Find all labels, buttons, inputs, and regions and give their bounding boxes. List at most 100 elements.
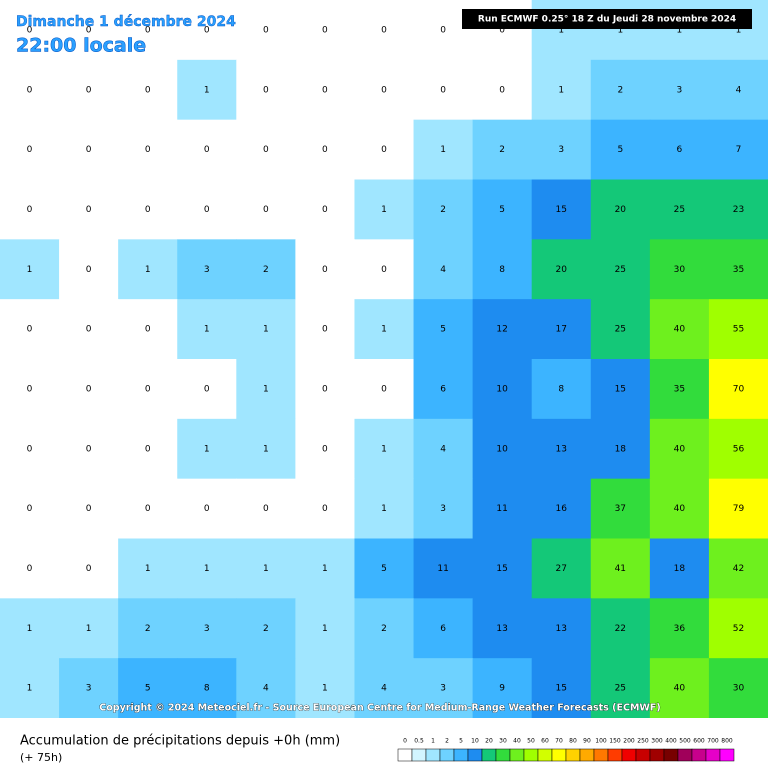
legend-swatch	[467, 748, 483, 762]
precip-value: 0	[27, 25, 33, 35]
precip-cell	[354, 478, 415, 539]
precip-value: 0	[322, 444, 328, 454]
precip-cell	[531, 179, 592, 240]
precip-cell	[177, 239, 237, 300]
precip-cell	[472, 658, 533, 719]
precip-value: 5	[440, 325, 446, 335]
precip-value: 11	[437, 564, 448, 574]
precip-cell	[177, 299, 237, 360]
precip-value: 6	[677, 145, 683, 155]
precip-value: 10	[496, 444, 508, 454]
precip-value: 2	[381, 624, 387, 634]
precip-cell	[0, 359, 60, 420]
legend-label: 400	[665, 738, 677, 745]
precip-cell	[177, 478, 237, 539]
legend-label: 500	[679, 738, 691, 745]
precip-cell	[413, 299, 474, 360]
precip-cell	[472, 299, 533, 360]
precip-value: 0	[204, 145, 210, 155]
precip-value: 0	[263, 504, 269, 514]
precip-cell	[236, 359, 296, 420]
precip-cell	[649, 359, 710, 420]
precip-value: 40	[674, 325, 686, 335]
precip-cell	[590, 179, 651, 240]
precip-cell	[354, 418, 415, 480]
precip-value: 7	[736, 145, 742, 155]
precip-value: 0	[322, 145, 328, 155]
precip-cell	[118, 0, 178, 61]
precip-cell	[649, 658, 710, 719]
precip-cell	[354, 299, 415, 360]
legend-label: 700	[707, 738, 719, 745]
precip-cell	[708, 478, 768, 539]
precip-cell	[590, 299, 651, 360]
precip-cell	[413, 119, 474, 180]
precip-value: 1	[381, 504, 387, 514]
precip-value: 4	[263, 684, 269, 694]
legend-swatch	[411, 748, 427, 762]
precip-cell	[413, 239, 474, 300]
precip-cell	[590, 538, 651, 599]
precip-value: 1	[204, 444, 210, 454]
precip-cell	[177, 119, 237, 180]
precip-value: 0	[145, 325, 151, 335]
precip-value: 0	[27, 564, 33, 574]
precip-value: 1	[204, 564, 210, 574]
precip-value: 1	[86, 624, 92, 634]
precip-cell	[295, 179, 355, 240]
precip-cell	[0, 418, 60, 480]
precip-cell	[295, 359, 355, 420]
legend-swatch	[481, 748, 497, 762]
precip-cell	[118, 119, 178, 180]
precip-value: 1	[558, 85, 564, 95]
legend-swatch	[453, 748, 469, 762]
precip-cell	[177, 418, 237, 480]
precip-value: 0	[27, 85, 33, 95]
precip-cell	[118, 299, 178, 360]
legend-label: 0	[403, 738, 407, 745]
legend-label: 70	[555, 738, 563, 745]
precip-value: 1	[322, 624, 328, 634]
legend-swatch	[509, 748, 525, 762]
legend-label: 80	[569, 738, 577, 745]
precip-cell	[354, 239, 415, 300]
precip-value: 0	[322, 205, 328, 215]
precip-value: 4	[440, 265, 446, 275]
copyright: Copyright © 2024 Meteociel.fr - Source E…	[99, 703, 660, 714]
precip-value: 0	[27, 205, 33, 215]
precip-cell	[649, 598, 710, 659]
precip-value: 0	[27, 504, 33, 514]
legend-swatch	[551, 748, 567, 762]
precip-cell	[0, 598, 60, 659]
precip-cell	[295, 299, 355, 360]
precip-value: 5	[499, 205, 505, 215]
precip-cell	[0, 239, 60, 300]
precip-cell	[531, 658, 592, 719]
precip-cell	[472, 478, 533, 539]
precip-cell	[236, 598, 296, 659]
legend-label: 40	[513, 738, 521, 745]
legend-title: Accumulation de précipitations depuis +0…	[20, 734, 340, 749]
precip-cell	[0, 478, 60, 539]
precip-value: 0	[204, 25, 210, 35]
precip-cell	[590, 359, 651, 420]
precip-value: 8	[204, 684, 210, 694]
precip-value: 0	[263, 85, 269, 95]
precip-value: 1	[440, 145, 446, 155]
precip-value: 25	[615, 684, 626, 694]
precip-cell	[236, 239, 296, 300]
precip-cell	[295, 59, 355, 121]
precip-value: 16	[556, 504, 568, 514]
precip-cell	[118, 538, 178, 599]
precip-value: 0	[86, 504, 92, 514]
precip-value: 8	[499, 265, 505, 275]
precip-value: 3	[204, 624, 210, 634]
legend-label: 30	[499, 738, 507, 745]
precip-cell	[236, 179, 296, 240]
precip-value: 40	[674, 684, 686, 694]
legend-swatch	[719, 748, 735, 762]
precip-value: 4	[736, 85, 742, 95]
precip-value: 0	[263, 25, 269, 35]
precip-cell	[649, 179, 710, 240]
precip-value: 1	[736, 25, 742, 35]
